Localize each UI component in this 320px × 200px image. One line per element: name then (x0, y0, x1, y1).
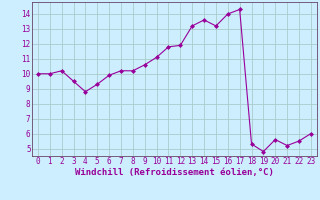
X-axis label: Windchill (Refroidissement éolien,°C): Windchill (Refroidissement éolien,°C) (75, 168, 274, 177)
